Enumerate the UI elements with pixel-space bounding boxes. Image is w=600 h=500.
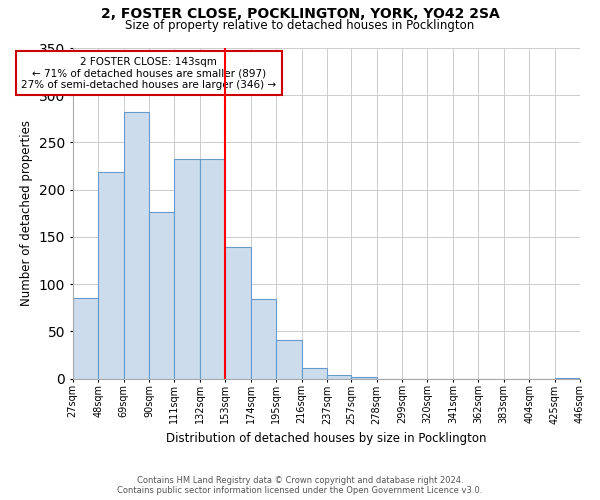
Text: 2, FOSTER CLOSE, POCKLINGTON, YORK, YO42 2SA: 2, FOSTER CLOSE, POCKLINGTON, YORK, YO42… — [101, 8, 499, 22]
Bar — [276, 340, 302, 378]
Bar — [225, 248, 251, 378]
Bar — [73, 298, 98, 378]
Bar — [251, 300, 276, 378]
Bar — [327, 375, 351, 378]
Y-axis label: Number of detached properties: Number of detached properties — [20, 120, 33, 306]
Bar — [98, 172, 124, 378]
Bar — [175, 160, 200, 378]
Bar — [302, 368, 327, 378]
X-axis label: Distribution of detached houses by size in Pocklington: Distribution of detached houses by size … — [166, 432, 487, 445]
Text: Contains HM Land Registry data © Crown copyright and database right 2024.
Contai: Contains HM Land Registry data © Crown c… — [118, 476, 482, 495]
Text: 2 FOSTER CLOSE: 143sqm
← 71% of detached houses are smaller (897)
27% of semi-de: 2 FOSTER CLOSE: 143sqm ← 71% of detached… — [22, 56, 277, 90]
Bar — [124, 112, 149, 378]
Bar — [200, 160, 225, 378]
Text: Size of property relative to detached houses in Pocklington: Size of property relative to detached ho… — [125, 19, 475, 32]
Bar — [351, 376, 377, 378]
Bar — [149, 212, 175, 378]
